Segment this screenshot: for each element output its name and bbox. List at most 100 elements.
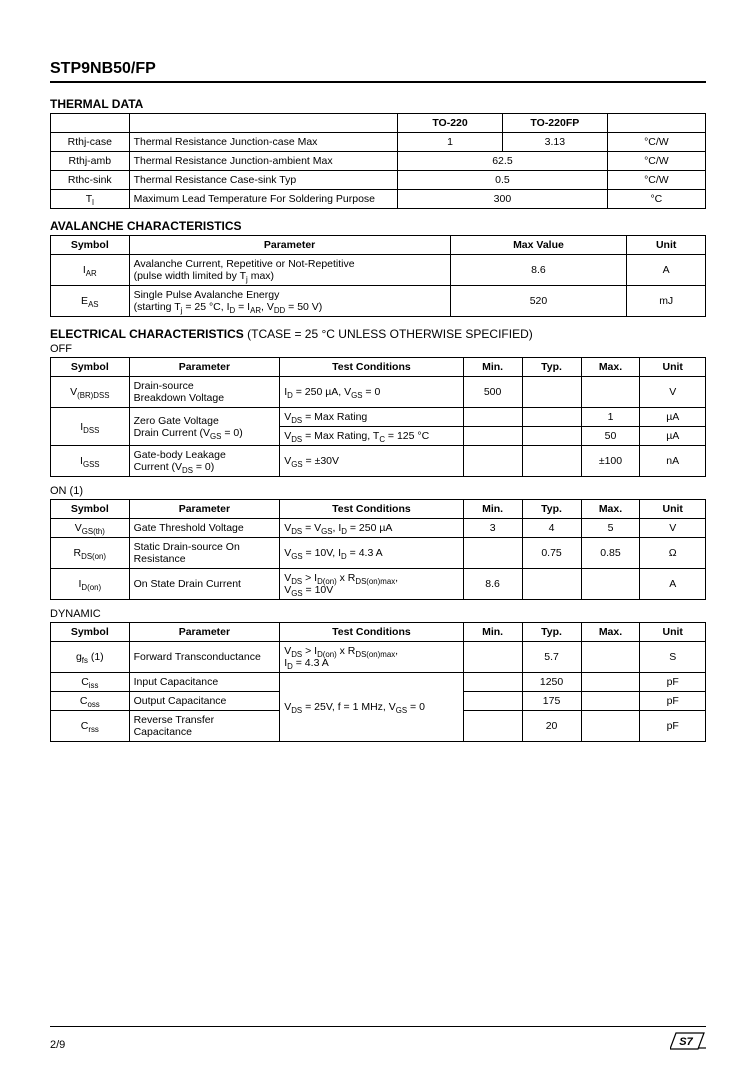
cell: °C — [607, 190, 705, 209]
cell — [581, 692, 640, 711]
cell: S — [640, 642, 706, 673]
cell: Static Drain-source OnResistance — [129, 538, 280, 569]
table-row: Rthj-caseThermal Resistance Junction-cas… — [51, 133, 706, 152]
cell: 8.6 — [450, 255, 627, 286]
column-header: Test Conditions — [280, 623, 463, 642]
elec-heading-cond: (TCASE = 25 °C UNLESS OTHERWISE SPECIFIE… — [244, 327, 533, 341]
elec-heading-text: ELECTRICAL CHARACTERISTICS — [50, 327, 244, 341]
cell — [522, 569, 581, 600]
on-subheading: ON (1) — [50, 485, 706, 497]
cell: Thermal Resistance Case-sink Typ — [129, 171, 398, 190]
cell — [581, 377, 640, 408]
off-subheading: OFF — [50, 343, 706, 355]
cell — [581, 569, 640, 600]
cell: Rthj-amb — [51, 152, 130, 171]
cell: VGS = 10V, ID = 4.3 A — [280, 538, 463, 569]
off-table: SymbolParameterTest ConditionsMin.Typ.Ma… — [50, 357, 706, 477]
electrical-heading: ELECTRICAL CHARACTERISTICS (TCASE = 25 °… — [50, 327, 706, 341]
cell: IDSS — [51, 408, 130, 446]
column-header: Parameter — [129, 623, 280, 642]
dynamic-table: SymbolParameterTest ConditionsMin.Typ.Ma… — [50, 622, 706, 742]
cell: 0.75 — [522, 538, 581, 569]
column-header: Parameter — [129, 358, 280, 377]
column-header: Max Value — [450, 236, 627, 255]
page-title: STP9NB50/FP — [50, 60, 706, 83]
cell: 300 — [398, 190, 608, 209]
cell: Rthj-case — [51, 133, 130, 152]
cell: µA — [640, 408, 706, 427]
page-footer: 2/9 S7 — [50, 1026, 706, 1051]
cell: 50 — [581, 427, 640, 446]
column-header: Parameter — [129, 500, 280, 519]
cell: 62.5 — [398, 152, 608, 171]
column-header: Test Conditions — [280, 358, 463, 377]
cell: Thermal Resistance Junction-ambient Max — [129, 152, 398, 171]
column-header: Min. — [463, 358, 522, 377]
cell: V(BR)DSS — [51, 377, 130, 408]
column-header: Unit — [627, 236, 706, 255]
cell: VDS > ID(on) x RDS(on)max,ID = 4.3 A — [280, 642, 463, 673]
cell: Zero Gate VoltageDrain Current (VGS = 0) — [129, 408, 280, 446]
on-table: SymbolParameterTest ConditionsMin.Typ.Ma… — [50, 499, 706, 600]
cell: gfs (1) — [51, 642, 130, 673]
dynamic-subheading: DYNAMIC — [50, 608, 706, 620]
thermal-table: TO-220TO-220FP Rthj-caseThermal Resistan… — [50, 113, 706, 209]
table-row: IDSSZero Gate VoltageDrain Current (VGS … — [51, 408, 706, 427]
cell: IGSS — [51, 446, 130, 477]
column-header: Typ. — [522, 623, 581, 642]
cell — [463, 446, 522, 477]
cell: EAS — [51, 286, 130, 317]
cell — [581, 711, 640, 742]
cell: VDS = VGS, ID = 250 µA — [280, 519, 463, 538]
cell: V — [640, 377, 706, 408]
st-logo-icon: S7 — [670, 1031, 706, 1051]
table-row: Rthc-sinkThermal Resistance Case-sink Ty… — [51, 171, 706, 190]
table-row: IGSSGate-body LeakageCurrent (VDS = 0)VG… — [51, 446, 706, 477]
cell: VDS > ID(on) x RDS(on)max,VGS = 10V — [280, 569, 463, 600]
column-header: Max. — [581, 358, 640, 377]
column-header: Symbol — [51, 623, 130, 642]
cell: Reverse TransferCapacitance — [129, 711, 280, 742]
cell: VGS = ±30V — [280, 446, 463, 477]
cell: 175 — [522, 692, 581, 711]
cell — [522, 427, 581, 446]
column-header: Unit — [640, 500, 706, 519]
cell: ID(on) — [51, 569, 130, 600]
cell — [463, 427, 522, 446]
table-row: EASSingle Pulse Avalanche Energy(startin… — [51, 286, 706, 317]
cell: °C/W — [607, 133, 705, 152]
table-row: Rthj-ambThermal Resistance Junction-ambi… — [51, 152, 706, 171]
cell — [581, 673, 640, 692]
cell — [463, 642, 522, 673]
cell: 0.85 — [581, 538, 640, 569]
column-header: Max. — [581, 500, 640, 519]
column-header: Symbol — [51, 236, 130, 255]
column-header — [51, 114, 130, 133]
avalanche-table: SymbolParameterMax ValueUnit IARAvalanch… — [50, 235, 706, 317]
cell: Gate-body LeakageCurrent (VDS = 0) — [129, 446, 280, 477]
cell: pF — [640, 711, 706, 742]
cell — [522, 446, 581, 477]
column-header — [129, 114, 398, 133]
cell: Ω — [640, 538, 706, 569]
cell: Single Pulse Avalanche Energy(starting T… — [129, 286, 450, 317]
cell: Maximum Lead Temperature For Soldering P… — [129, 190, 398, 209]
column-header: Min. — [463, 623, 522, 642]
cell: A — [640, 569, 706, 600]
cell: Crss — [51, 711, 130, 742]
page-number: 2/9 — [50, 1039, 65, 1051]
cell: pF — [640, 673, 706, 692]
column-header: Min. — [463, 500, 522, 519]
cell: °C/W — [607, 152, 705, 171]
cell: Avalanche Current, Repetitive or Not-Rep… — [129, 255, 450, 286]
cell: 4 — [522, 519, 581, 538]
cell: °C/W — [607, 171, 705, 190]
cell: 20 — [522, 711, 581, 742]
column-header: Symbol — [51, 500, 130, 519]
cell: On State Drain Current — [129, 569, 280, 600]
cell: 3 — [463, 519, 522, 538]
cell: 1250 — [522, 673, 581, 692]
cell: A — [627, 255, 706, 286]
cell: nA — [640, 446, 706, 477]
cell: 5 — [581, 519, 640, 538]
